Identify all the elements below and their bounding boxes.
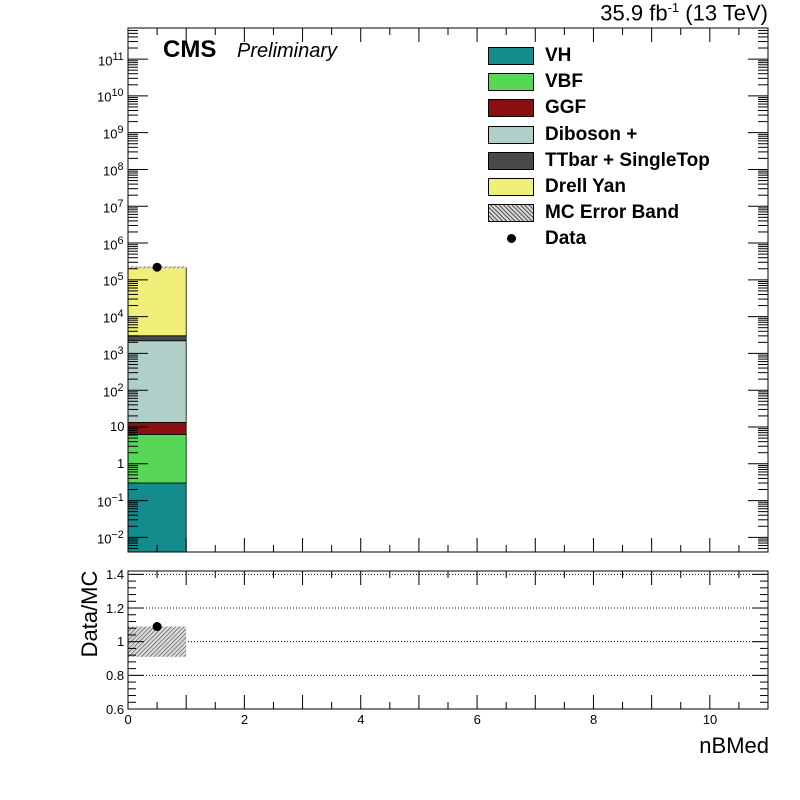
y-tick-label: 107 xyxy=(103,197,124,216)
ratio-plot-area xyxy=(127,570,769,710)
x-tick-label: 8 xyxy=(589,712,598,727)
y-tick-label: 10−1 xyxy=(97,492,124,510)
x-tick-label: 10 xyxy=(702,712,718,727)
x-axis-title: nBMed xyxy=(699,733,769,758)
ratio-frame xyxy=(127,570,769,710)
legend-label: Drell Yan xyxy=(545,176,626,197)
y-tick-label: 10−2 xyxy=(97,528,124,547)
legend-label: VBF xyxy=(545,71,583,93)
y-tick-label: 106 xyxy=(103,234,124,252)
y-tick-label: 109 xyxy=(103,124,124,142)
ratio-y-tick-label: 0.8 xyxy=(106,667,125,683)
ratio-y-axis-title: Data/MC xyxy=(77,570,102,658)
ratio-y-tick-label: 0.6 xyxy=(106,701,125,717)
y-tick-label: 102 xyxy=(103,381,124,400)
legend-label: Diboson + xyxy=(545,123,638,145)
legend-label: VH xyxy=(545,45,572,66)
status-label: Preliminary xyxy=(237,40,338,62)
legend-label: Data xyxy=(545,228,587,250)
legend-swatch xyxy=(488,47,534,65)
legend-label: MC Error Band xyxy=(545,202,680,224)
legend-label: GGF xyxy=(545,97,587,119)
stack-bar-ttbar-singletop xyxy=(127,335,187,342)
main-plot-area xyxy=(127,27,769,553)
x-tick-label: 2 xyxy=(240,712,249,727)
experiment-label: CMS xyxy=(163,36,217,63)
ratio-point xyxy=(152,622,162,632)
main-frame xyxy=(127,27,769,553)
legend-swatch xyxy=(488,204,534,223)
y-tick-label: 10 xyxy=(110,419,125,435)
x-tick-label: 6 xyxy=(473,712,481,727)
y-tick-label: 104 xyxy=(103,308,124,326)
legend-swatch xyxy=(488,178,534,196)
legend-swatch xyxy=(488,151,534,170)
y-tick-label: 103 xyxy=(103,344,124,363)
x-tick-label: 4 xyxy=(357,712,365,727)
legend-swatch xyxy=(488,125,534,144)
ratio-y-tick-label: 1 xyxy=(117,634,125,650)
ratio-y-tick-label: 1.2 xyxy=(106,600,125,616)
data-marker-icon xyxy=(507,234,516,244)
luminosity-label: 35.9 fb-1 (13 TeV) xyxy=(600,0,768,26)
y-tick-label: 1011 xyxy=(98,50,124,68)
data-point xyxy=(152,262,162,272)
y-tick-label: 1010 xyxy=(97,87,124,105)
stack-bar-vh xyxy=(127,482,187,553)
y-tick-label: 105 xyxy=(103,271,124,289)
legend-label: TTbar + SingleTop xyxy=(545,149,710,171)
x-tick-label: 0 xyxy=(124,712,132,727)
stack-bar-drell-yan xyxy=(127,266,187,337)
y-tick-label: 108 xyxy=(103,160,124,179)
ratio-y-tick-label: 1.4 xyxy=(106,566,125,582)
legend-swatch xyxy=(488,99,534,118)
y-tick-label: 1 xyxy=(117,456,125,472)
legend-swatch xyxy=(488,73,534,92)
